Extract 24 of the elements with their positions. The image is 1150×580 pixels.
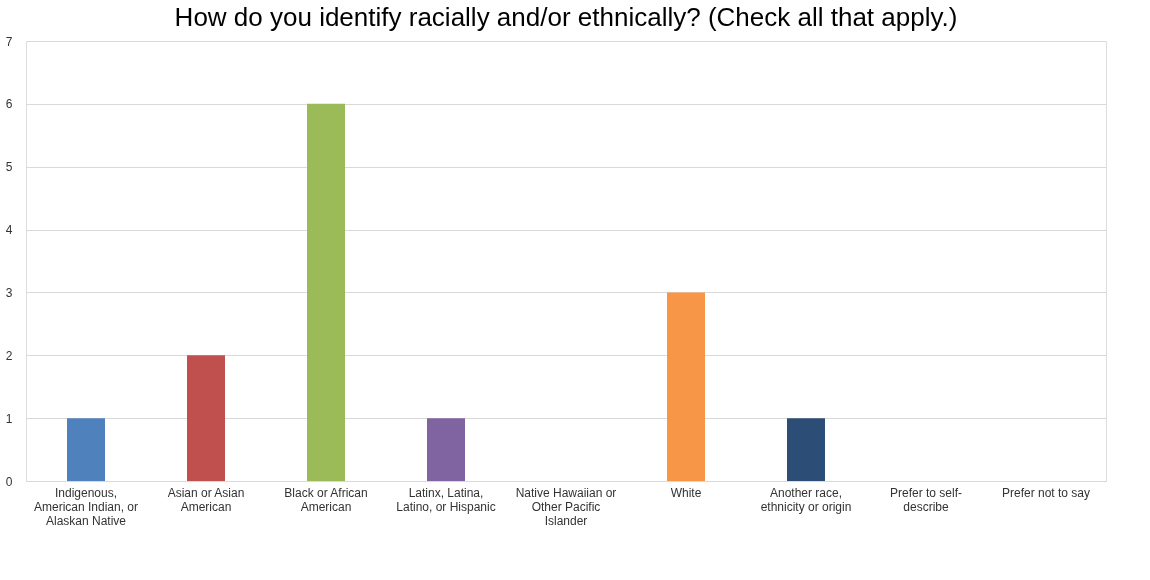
x-tick-label: White xyxy=(670,485,702,500)
bar xyxy=(427,418,465,481)
bar xyxy=(307,103,345,481)
y-tick-label: 1 xyxy=(5,411,13,426)
chart-title: How do you identify racially and/or ethnically? (Check all that apply.) xyxy=(174,2,958,32)
y-tick-label: 4 xyxy=(5,223,13,238)
x-tick-label: Prefer not to say xyxy=(1001,485,1091,500)
x-tick-label: Asian or Asian American xyxy=(167,485,245,514)
x-tick-label: Latinx, Latina, Latino, or Hispanic xyxy=(396,485,496,514)
x-tick-label: Prefer to self-describe xyxy=(889,485,963,514)
x-tick-label: Native Hawaiian or Other Pacific Islander xyxy=(515,485,617,528)
y-tick-label: 7 xyxy=(5,34,13,49)
bar xyxy=(787,418,825,481)
y-tick-label: 6 xyxy=(5,97,13,112)
x-tick-label: Another race, ethnicity or origin xyxy=(760,485,852,514)
x-tick-label: Black or African American xyxy=(284,485,368,514)
y-tick-label: 0 xyxy=(5,474,13,489)
bar xyxy=(67,418,105,481)
y-tick-label: 3 xyxy=(5,285,13,300)
bar xyxy=(667,292,705,481)
y-tick-label: 2 xyxy=(5,348,13,363)
x-tick-label: Indigenous, American Indian, or Alaskan Native xyxy=(33,485,139,528)
bar xyxy=(187,355,225,481)
y-tick-label: 5 xyxy=(5,160,13,175)
